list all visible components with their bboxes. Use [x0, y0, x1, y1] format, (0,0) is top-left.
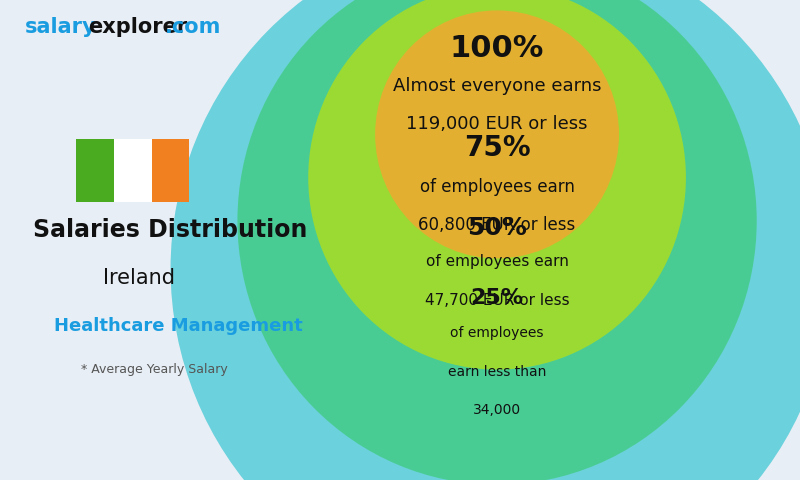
Text: 75%: 75%	[464, 134, 530, 162]
Text: * Average Yearly Salary: * Average Yearly Salary	[82, 363, 228, 376]
Text: 34,000: 34,000	[473, 403, 521, 417]
Ellipse shape	[308, 0, 686, 370]
FancyBboxPatch shape	[13, 0, 800, 480]
Text: earn less than: earn less than	[448, 365, 546, 379]
Text: Healthcare Management: Healthcare Management	[54, 317, 302, 336]
Text: of employees earn: of employees earn	[420, 178, 574, 196]
Bar	[114, 139, 152, 202]
Bar	[152, 139, 190, 202]
Text: 50%: 50%	[467, 216, 527, 240]
Text: salary: salary	[25, 17, 97, 37]
Text: of employees: of employees	[450, 326, 544, 340]
Text: 100%: 100%	[450, 34, 544, 62]
Ellipse shape	[238, 0, 757, 480]
Bar	[76, 139, 114, 202]
Text: Ireland: Ireland	[103, 268, 175, 288]
Text: Salaries Distribution: Salaries Distribution	[34, 218, 308, 242]
Text: explorer: explorer	[88, 17, 187, 37]
Text: 60,800 EUR or less: 60,800 EUR or less	[418, 216, 576, 234]
Text: .com: .com	[165, 17, 222, 37]
Text: 119,000 EUR or less: 119,000 EUR or less	[406, 115, 588, 133]
Text: Almost everyone earns: Almost everyone earns	[393, 77, 602, 95]
Text: of employees earn: of employees earn	[426, 254, 569, 269]
Text: 47,700 EUR or less: 47,700 EUR or less	[425, 293, 570, 308]
Text: 25%: 25%	[470, 288, 524, 308]
Ellipse shape	[375, 11, 619, 258]
Ellipse shape	[170, 0, 800, 480]
